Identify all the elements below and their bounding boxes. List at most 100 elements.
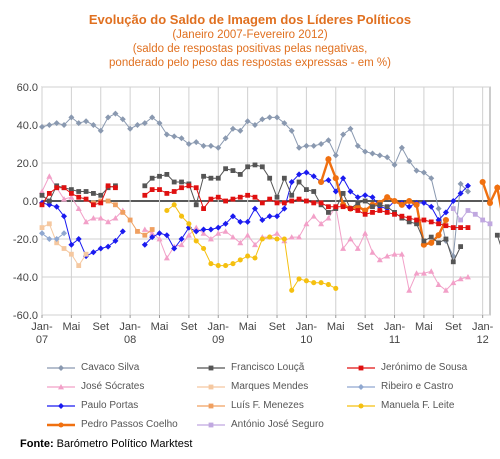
x-tick-label: Mai bbox=[239, 321, 257, 333]
data-point bbox=[435, 205, 442, 212]
data-point bbox=[215, 230, 222, 236]
data-point bbox=[259, 164, 265, 170]
data-point bbox=[274, 213, 281, 220]
legend-swatch bbox=[47, 422, 75, 428]
data-point bbox=[156, 236, 163, 242]
data-point bbox=[377, 208, 383, 213]
x-tick-label: Set bbox=[269, 321, 286, 333]
data-point bbox=[200, 142, 207, 149]
data-point bbox=[207, 236, 214, 242]
x-tick-label: Mai bbox=[327, 321, 345, 333]
legend-swatch-marker bbox=[358, 403, 364, 409]
legend-swatch-marker bbox=[58, 422, 64, 428]
data-point bbox=[289, 192, 295, 198]
data-point bbox=[458, 225, 464, 230]
data-point bbox=[303, 142, 310, 149]
data-point bbox=[142, 192, 148, 198]
data-point bbox=[398, 251, 405, 257]
data-point bbox=[76, 194, 82, 200]
data-point bbox=[185, 141, 192, 147]
data-point bbox=[288, 234, 295, 240]
data-point bbox=[68, 187, 74, 192]
data-point bbox=[171, 245, 178, 252]
data-point bbox=[274, 194, 280, 200]
legend-label: Luís F. Menezes bbox=[231, 400, 304, 411]
data-point bbox=[105, 198, 111, 204]
data-point bbox=[83, 189, 89, 194]
data-point bbox=[457, 275, 464, 282]
data-point bbox=[303, 187, 309, 192]
data-point bbox=[406, 287, 413, 293]
data-point bbox=[193, 238, 199, 244]
data-point bbox=[207, 226, 214, 233]
data-point bbox=[171, 189, 177, 194]
data-point bbox=[428, 219, 434, 225]
legend-swatch bbox=[197, 403, 225, 409]
data-point bbox=[414, 217, 419, 223]
data-point bbox=[105, 243, 112, 250]
data-point bbox=[237, 172, 243, 177]
data-point bbox=[296, 179, 302, 185]
data-point bbox=[53, 203, 60, 210]
data-point bbox=[53, 120, 60, 127]
data-point bbox=[90, 122, 97, 128]
data-point bbox=[245, 192, 251, 198]
data-point bbox=[376, 256, 383, 263]
data-point bbox=[215, 144, 222, 151]
data-point bbox=[164, 191, 170, 196]
data-point bbox=[457, 190, 464, 197]
data-point bbox=[326, 210, 331, 215]
data-point bbox=[91, 202, 96, 208]
data-point bbox=[428, 268, 435, 274]
data-point bbox=[229, 125, 236, 132]
data-point bbox=[354, 142, 361, 149]
series-ribeiro-e-castro bbox=[39, 230, 68, 242]
data-point bbox=[281, 205, 288, 212]
legend-label: José Sócrates bbox=[81, 381, 145, 392]
data-point bbox=[97, 127, 104, 134]
data-point bbox=[259, 217, 266, 223]
data-point bbox=[442, 287, 449, 293]
legend-swatch-marker bbox=[58, 403, 64, 409]
data-point bbox=[281, 236, 287, 242]
data-point bbox=[267, 234, 273, 240]
data-point bbox=[318, 220, 325, 227]
data-point bbox=[369, 194, 376, 201]
data-point bbox=[141, 241, 148, 248]
data-point bbox=[384, 204, 390, 210]
data-point bbox=[421, 217, 427, 223]
series-marques-mendes bbox=[39, 221, 89, 268]
data-point bbox=[200, 230, 207, 236]
legend-swatch-marker bbox=[208, 403, 214, 409]
data-point bbox=[340, 204, 346, 210]
data-point bbox=[340, 245, 347, 251]
data-point bbox=[251, 241, 258, 248]
data-point bbox=[179, 185, 184, 191]
data-point bbox=[163, 255, 170, 261]
data-point bbox=[362, 211, 368, 217]
data-point bbox=[332, 175, 339, 182]
data-point bbox=[406, 197, 413, 205]
data-point bbox=[333, 204, 339, 210]
data-point bbox=[171, 202, 177, 208]
data-point bbox=[178, 135, 185, 142]
x-tick-label: Mai bbox=[63, 321, 81, 333]
data-point bbox=[325, 137, 332, 144]
data-point bbox=[120, 210, 126, 215]
data-point bbox=[61, 230, 68, 237]
data-point bbox=[362, 148, 369, 155]
legend-label: Ribeiro e Castro bbox=[381, 381, 454, 392]
data-point bbox=[274, 230, 281, 236]
series-cavaco-silva bbox=[39, 110, 471, 260]
legend-swatch bbox=[347, 403, 375, 409]
data-point bbox=[406, 215, 412, 221]
legend-swatch bbox=[47, 384, 75, 390]
legend-swatch bbox=[197, 422, 225, 428]
data-point bbox=[355, 208, 361, 213]
data-point bbox=[303, 278, 309, 284]
data-point bbox=[458, 217, 464, 223]
data-point bbox=[245, 253, 251, 259]
data-point bbox=[362, 230, 369, 236]
data-point bbox=[207, 142, 214, 149]
data-point bbox=[318, 200, 324, 206]
